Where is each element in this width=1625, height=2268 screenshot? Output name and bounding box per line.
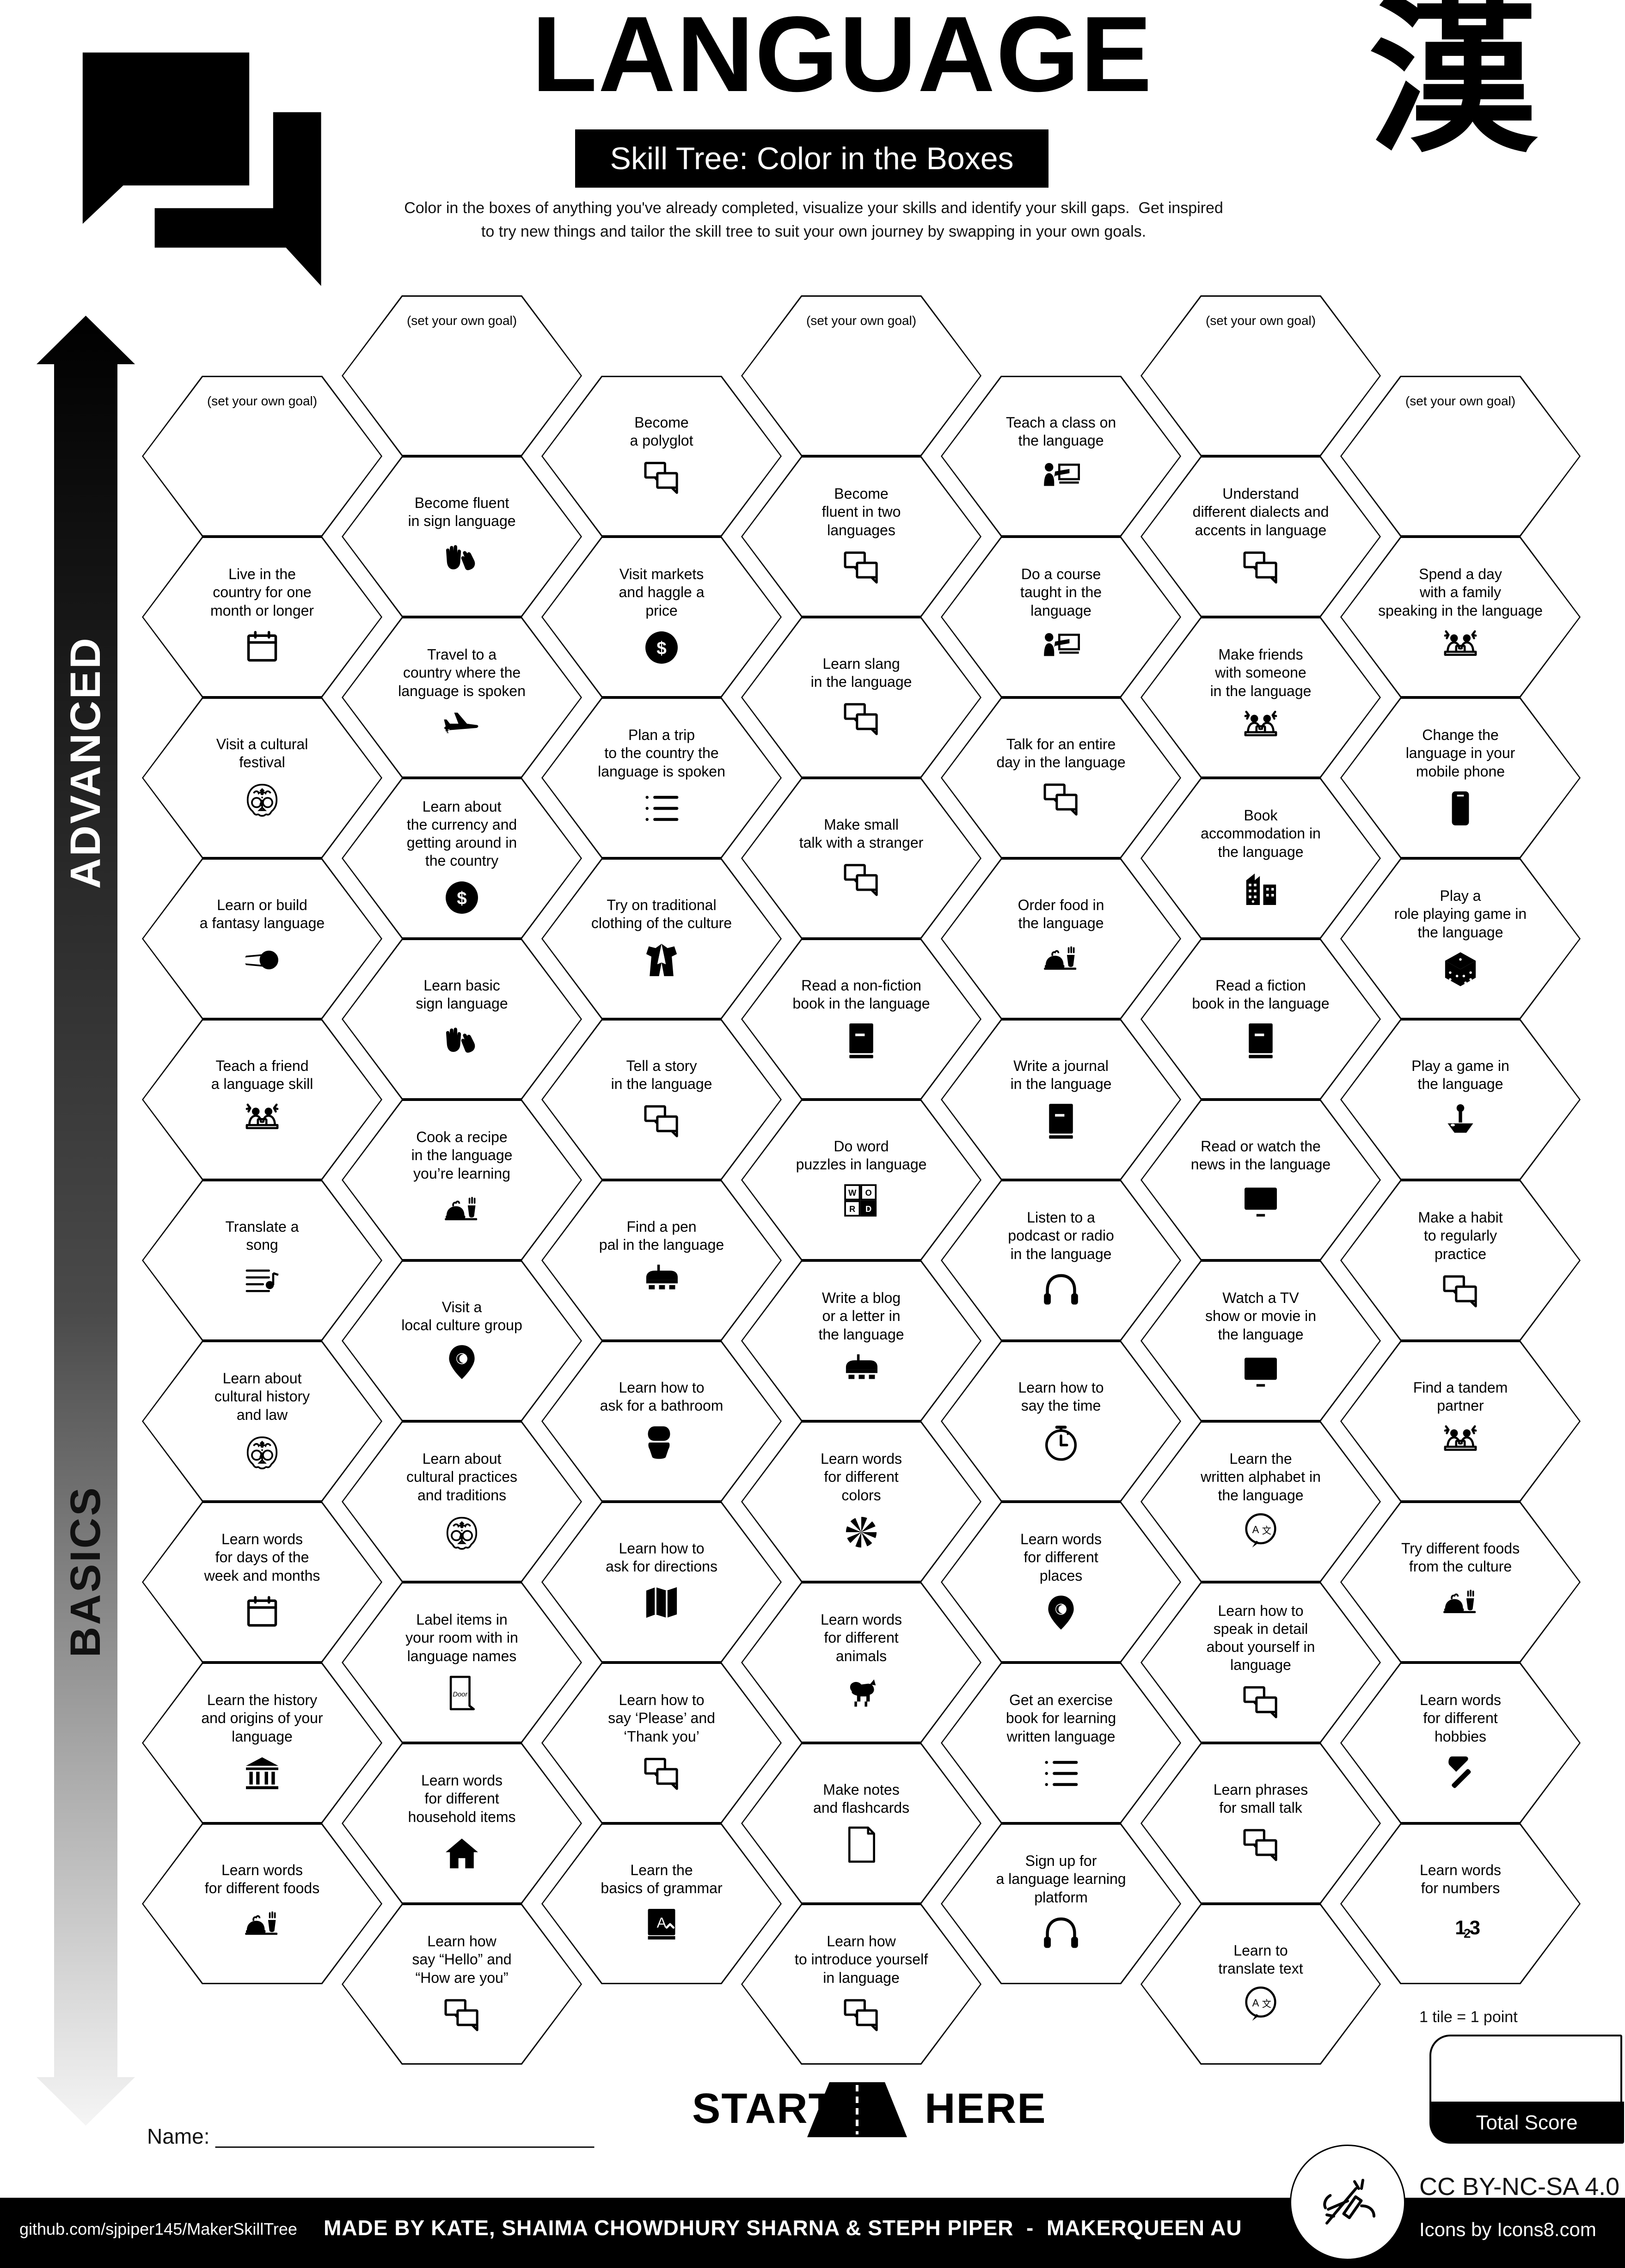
svg-text:D: D — [865, 1204, 871, 1214]
svg-text:Door: Door — [453, 1691, 468, 1698]
svg-text:$: $ — [656, 638, 666, 658]
svg-text:文: 文 — [1262, 1525, 1271, 1536]
svg-text:文: 文 — [1262, 1999, 1271, 2010]
svg-text:R: R — [849, 1204, 855, 1214]
svg-text:$: $ — [457, 889, 466, 909]
svg-text:W: W — [848, 1188, 857, 1198]
svg-text:A: A — [1252, 1997, 1259, 2009]
svg-text:A: A — [1252, 1523, 1259, 1535]
svg-text:O: O — [865, 1188, 871, 1198]
svg-text:A: A — [657, 1915, 667, 1931]
svg-text:3: 3 — [1470, 1917, 1481, 1938]
